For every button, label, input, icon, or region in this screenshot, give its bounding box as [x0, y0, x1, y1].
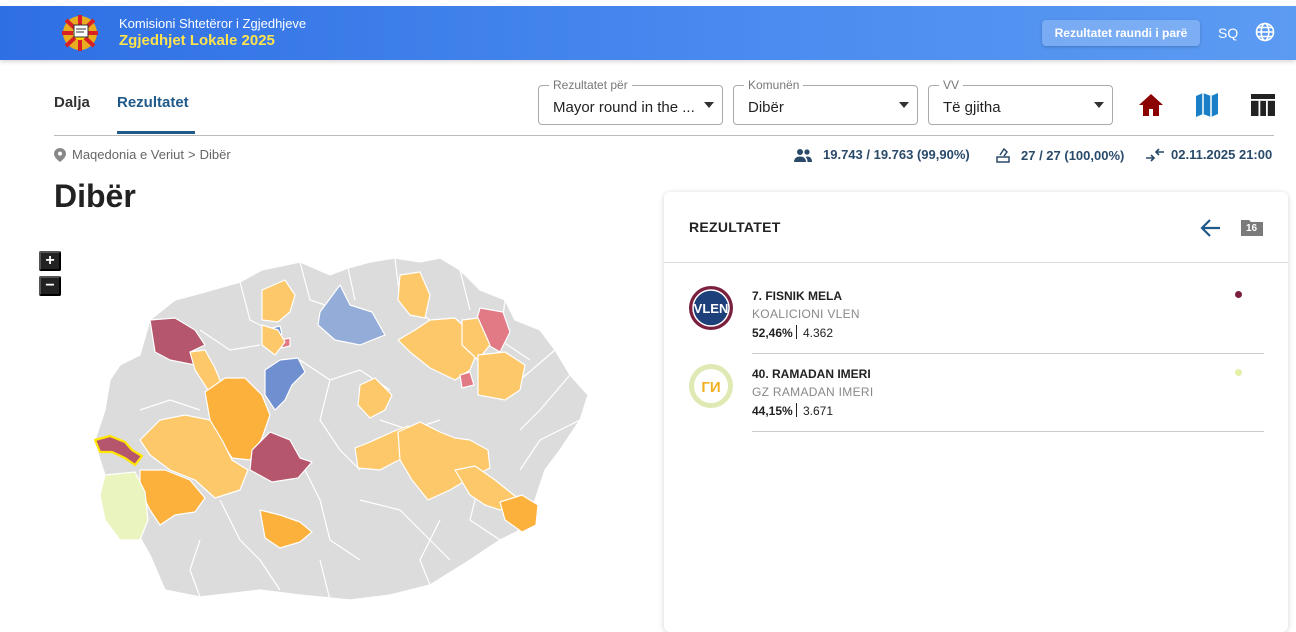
region-skopje-blue[interactable] — [317, 284, 386, 346]
page-title: Dibër — [54, 178, 136, 214]
election-name: Zgjedhjet Lokale 2025 — [119, 32, 275, 49]
polling-stations-stat: 27 / 27 (100,00%) — [995, 147, 1124, 163]
map-icon[interactable] — [1193, 92, 1221, 118]
chevron-down-icon — [1094, 102, 1104, 108]
breadcrumb-separator: > — [188, 147, 196, 162]
region-debar-selected[interactable] — [93, 434, 144, 467]
last-update-time: 02.11.2025 21:00 — [1171, 147, 1273, 162]
region-light-strip[interactable] — [261, 324, 286, 356]
table-icon[interactable] — [1249, 92, 1277, 118]
candidate-row[interactable]: ГИ 40. RAMADAN IMERI GZ RAMADAN IMERI 44… — [688, 363, 1264, 441]
region-shtip-light[interactable] — [357, 377, 393, 419]
stat-separator — [796, 403, 797, 417]
region-east-orange[interactable] — [397, 421, 491, 501]
top-app-bar: Komisioni Shtetëror i Zgjedhjeve Zgjedhj… — [0, 6, 1296, 60]
party-color-dot — [1235, 291, 1242, 298]
candidate-row[interactable]: VLEN 7. FISNIK MELA KOALICIONI VLEN 52,4… — [688, 285, 1264, 363]
polling-station-label: VV — [939, 78, 964, 92]
candidate-votes: 4.362 — [803, 326, 834, 340]
candidate-votes: 3.671 — [803, 404, 834, 418]
results-panel-divider — [664, 262, 1288, 263]
chevron-down-icon — [899, 102, 909, 108]
zoom-in-button[interactable]: + — [39, 251, 61, 271]
breadcrumb-current: Dibër — [199, 147, 231, 162]
folder-badge-count: 16 — [1246, 223, 1258, 234]
folder-shape — [1241, 220, 1263, 236]
results-panel-title: REZULTATET — [689, 219, 781, 235]
tab-rezultatet[interactable]: Rezultatet — [117, 94, 189, 111]
globe-icon[interactable] — [1255, 22, 1275, 42]
region-tetovo[interactable] — [261, 279, 296, 323]
voters-count: 19.743 / 19.763 (99,90%) — [823, 147, 970, 162]
breadcrumb-root[interactable]: Maqedonia e Veriut — [72, 147, 185, 162]
results-for-value: Mayor round in the ... — [553, 99, 695, 116]
party-logo-text: ГИ — [701, 379, 720, 396]
first-round-results-button[interactable]: Rezultatet raundi i parë — [1042, 20, 1200, 46]
candidate-party: GZ RAMADAN IMERI — [752, 385, 874, 399]
location-pin-icon — [54, 147, 66, 162]
polling-station-value: Të gjitha — [943, 99, 1001, 116]
municipality-label: Komunën — [744, 78, 804, 92]
region-kochani[interactable] — [477, 351, 526, 401]
stat-separator — [796, 325, 797, 339]
nav-divider — [54, 135, 1274, 136]
results-for-label: Rezultatet për — [549, 78, 632, 92]
region-small-red[interactable] — [459, 371, 475, 389]
active-tab-indicator — [117, 131, 195, 134]
candidate-party: KOALICIONI VLEN — [752, 307, 860, 321]
candidate-name: 7. FISNIK MELA — [752, 289, 843, 303]
region-kriva-palanka[interactable] — [461, 317, 491, 361]
commission-name: Komisioni Shtetëror i Zgjedhjeve — [119, 16, 307, 31]
region-southeast[interactable] — [499, 494, 539, 533]
folder-icon[interactable]: 16 — [1240, 217, 1264, 237]
ballot-box-icon — [996, 147, 1010, 163]
polling-station-select[interactable]: VV Të gjitha — [928, 78, 1113, 125]
home-icon[interactable] — [1137, 92, 1165, 118]
language-selector[interactable]: SQ — [1218, 25, 1239, 41]
voters-stat: 19.743 / 19.763 (99,90%) — [793, 147, 970, 162]
sec-logo[interactable] — [56, 15, 104, 51]
sync-arrows-icon — [1146, 147, 1164, 162]
party-logo-gz-ramadan-imeri: ГИ — [689, 364, 733, 408]
party-logo-text: VLEN — [694, 301, 729, 316]
row-divider — [752, 353, 1264, 354]
results-panel: REZULTATET 16 VLEN 7. FISNIK MELA KOALIC… — [664, 192, 1288, 632]
region-prilep-orange[interactable] — [259, 509, 313, 549]
chevron-down-icon — [704, 102, 714, 108]
back-arrow-icon[interactable] — [1200, 218, 1222, 238]
party-logo-vlen: VLEN — [689, 286, 733, 330]
results-for-select[interactable]: Rezultatet për Mayor round in the ... — [538, 78, 723, 125]
polling-stations-count: 27 / 27 (100,00%) — [1021, 147, 1125, 163]
candidate-name: 40. RAMADAN IMERI — [752, 367, 871, 381]
region-kichevo[interactable] — [139, 414, 249, 499]
zoom-out-button[interactable]: − — [39, 276, 61, 296]
row-divider — [752, 431, 1264, 432]
region-ohrid[interactable] — [99, 471, 149, 541]
region-kumanovo[interactable] — [397, 271, 431, 319]
region-center-blue[interactable] — [264, 357, 306, 411]
breadcrumb: Maqedonia e Veriut > Dibër — [54, 147, 231, 162]
last-update-stat: 02.11.2025 21:00 — [1145, 147, 1272, 162]
region-veles-red[interactable] — [249, 431, 313, 483]
people-icon — [794, 148, 812, 162]
candidate-percent: 44,15% — [752, 404, 793, 418]
municipality-map[interactable] — [88, 240, 598, 610]
party-color-dot — [1235, 369, 1242, 376]
candidate-percent: 52,46% — [752, 326, 793, 340]
municipality-value: Dibër — [748, 99, 784, 116]
tab-dalja[interactable]: Dalja — [54, 94, 90, 111]
municipality-select[interactable]: Komunën Dibër — [733, 78, 918, 125]
